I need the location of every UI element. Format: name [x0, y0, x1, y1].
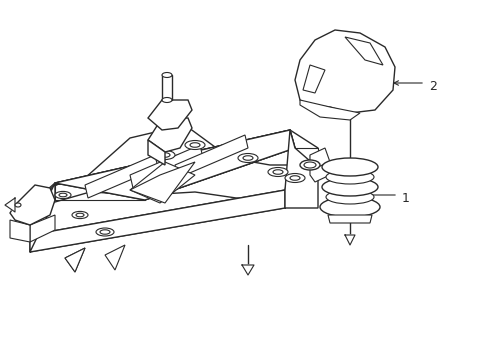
Polygon shape: [148, 140, 164, 165]
Text: 1: 1: [401, 192, 409, 204]
Ellipse shape: [267, 167, 287, 176]
Ellipse shape: [184, 140, 204, 149]
Ellipse shape: [162, 98, 172, 103]
Ellipse shape: [100, 230, 110, 234]
Polygon shape: [105, 245, 125, 270]
Polygon shape: [130, 162, 195, 203]
Polygon shape: [30, 190, 285, 252]
Ellipse shape: [190, 143, 200, 147]
Polygon shape: [30, 215, 55, 242]
Polygon shape: [55, 130, 294, 200]
Polygon shape: [148, 100, 192, 130]
Polygon shape: [309, 162, 329, 182]
Ellipse shape: [160, 153, 170, 157]
Ellipse shape: [325, 190, 373, 204]
Ellipse shape: [289, 176, 299, 180]
Polygon shape: [299, 100, 359, 120]
Polygon shape: [55, 125, 309, 200]
Polygon shape: [294, 30, 394, 113]
Polygon shape: [65, 248, 85, 272]
Polygon shape: [303, 65, 325, 93]
Ellipse shape: [59, 193, 67, 197]
Polygon shape: [5, 198, 15, 212]
Polygon shape: [65, 248, 85, 272]
Polygon shape: [10, 220, 30, 242]
Polygon shape: [148, 118, 192, 152]
Polygon shape: [10, 185, 55, 225]
Polygon shape: [30, 183, 55, 252]
Ellipse shape: [155, 150, 175, 159]
Polygon shape: [15, 178, 90, 218]
Polygon shape: [345, 235, 354, 245]
Ellipse shape: [55, 192, 71, 199]
Polygon shape: [175, 135, 247, 178]
Polygon shape: [30, 190, 285, 252]
Ellipse shape: [304, 162, 315, 168]
Ellipse shape: [285, 174, 305, 183]
Text: 2: 2: [428, 80, 436, 93]
Polygon shape: [309, 148, 329, 168]
Ellipse shape: [319, 197, 379, 217]
Polygon shape: [130, 162, 195, 203]
Polygon shape: [345, 37, 382, 65]
Ellipse shape: [72, 211, 88, 219]
Ellipse shape: [299, 160, 319, 170]
Ellipse shape: [15, 203, 21, 207]
Polygon shape: [130, 145, 203, 188]
Ellipse shape: [96, 228, 114, 236]
Polygon shape: [327, 215, 371, 223]
Polygon shape: [345, 105, 354, 115]
Polygon shape: [162, 75, 172, 100]
Polygon shape: [55, 130, 294, 200]
Ellipse shape: [325, 170, 373, 184]
Ellipse shape: [162, 72, 172, 77]
Ellipse shape: [321, 158, 377, 176]
Polygon shape: [85, 155, 158, 198]
Ellipse shape: [272, 170, 283, 174]
Ellipse shape: [243, 156, 252, 160]
Polygon shape: [30, 183, 55, 252]
Ellipse shape: [238, 153, 258, 162]
Ellipse shape: [321, 178, 377, 196]
Polygon shape: [285, 130, 317, 208]
Ellipse shape: [76, 213, 84, 217]
Polygon shape: [242, 265, 253, 275]
